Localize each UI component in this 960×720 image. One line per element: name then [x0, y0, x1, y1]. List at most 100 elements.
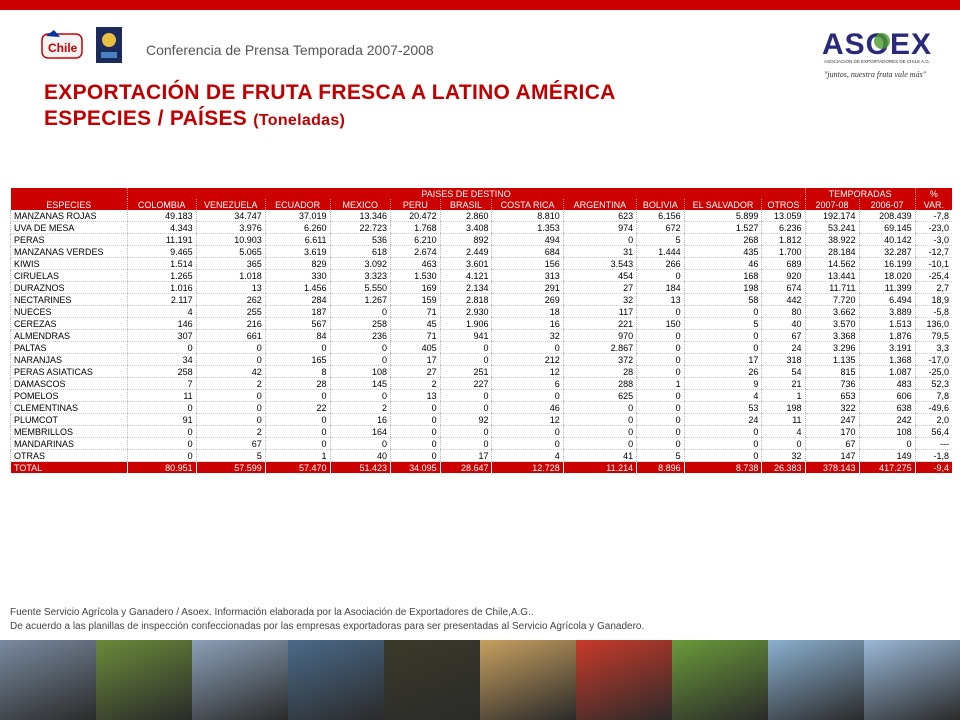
- value-cell: 1.768: [390, 221, 441, 234]
- value-cell: 71: [390, 329, 441, 342]
- value-cell: 57.470: [264, 461, 331, 474]
- photo-tile: [0, 640, 96, 720]
- table-row: DAMASCOS 7 2 28 145 2 227 6 288 1 9 21 736 483 52,3: [10, 377, 952, 390]
- value-cell: 284: [264, 293, 331, 306]
- value-cell: 3.368: [804, 329, 859, 342]
- value-cell: 0: [636, 305, 685, 318]
- species-cell: ALMENDRAS: [10, 329, 128, 342]
- value-cell: 1.087: [858, 365, 916, 378]
- value-cell: 2: [195, 377, 266, 390]
- value-cell: 212: [491, 353, 564, 366]
- value-cell: 653: [804, 389, 859, 402]
- value-cell: 1.514: [126, 257, 197, 270]
- table-row: MANDARINAS 0 67 0 0 0 0 0 0 0 0 0 67 0 ---: [10, 437, 952, 450]
- value-cell: 17: [683, 353, 762, 366]
- value-cell: 8: [264, 365, 331, 378]
- value-cell: 0: [636, 437, 685, 450]
- value-cell: 46: [683, 257, 762, 270]
- value-cell: 1.876: [858, 329, 916, 342]
- value-cell: 242: [858, 413, 916, 426]
- value-cell: 0: [683, 449, 762, 462]
- value-cell: 1.456: [264, 281, 331, 294]
- value-cell: 251: [439, 365, 492, 378]
- value-cell: 108: [329, 365, 391, 378]
- table-row: MEMBRILLOS 0 2 0 164 0 0 0 0 0 0 4 170 108 56,4: [10, 425, 952, 438]
- value-cell: 6.494: [858, 293, 916, 306]
- value-cell: 0: [636, 413, 685, 426]
- value-cell: 0: [329, 341, 391, 354]
- value-cell: 69.145: [858, 221, 916, 234]
- value-cell: -12,7: [914, 245, 952, 258]
- value-cell: 169: [390, 281, 441, 294]
- value-cell: 405: [390, 341, 441, 354]
- value-cell: 0: [562, 425, 637, 438]
- value-cell: 0: [636, 353, 685, 366]
- species-cell: PALTAS: [10, 341, 128, 354]
- value-cell: 67: [195, 437, 266, 450]
- value-cell: 34: [126, 353, 197, 366]
- value-cell: 168: [683, 269, 762, 282]
- value-cell: 32: [562, 293, 637, 306]
- value-cell: 0: [491, 425, 564, 438]
- value-cell: 0: [126, 341, 197, 354]
- value-cell: 435: [683, 245, 762, 258]
- value-cell: 2.674: [390, 245, 441, 258]
- value-cell: 829: [264, 257, 331, 270]
- value-cell: 0: [126, 449, 197, 462]
- value-cell: 16: [329, 413, 391, 426]
- title-line-2: ESPECIES / PAÍSES (Toneladas): [44, 106, 616, 134]
- title-line-1: EXPORTACIÓN DE FRUTA FRESCA A LATINO AMÉ…: [44, 81, 616, 104]
- species-cell: TOTAL: [10, 461, 128, 474]
- value-cell: 216: [195, 317, 266, 330]
- value-cell: 974: [562, 221, 637, 234]
- species-cell: CIRUELAS: [10, 269, 128, 282]
- value-cell: 330: [264, 269, 331, 282]
- table-row: PALTAS 0 0 0 0 405 0 0 2.867 0 0 24 3.296 3.191 3,3: [10, 341, 952, 354]
- value-cell: 417.275: [858, 461, 916, 474]
- value-cell: 378.143: [804, 461, 859, 474]
- value-cell: 4: [761, 425, 806, 438]
- value-cell: 1.267: [329, 293, 391, 306]
- column-header: BRASIL: [439, 199, 492, 210]
- value-cell: 7: [126, 377, 197, 390]
- value-cell: 0: [264, 413, 331, 426]
- value-cell: 0: [195, 353, 266, 366]
- value-cell: 288: [562, 377, 637, 390]
- value-cell: 11.711: [804, 281, 859, 294]
- value-cell: 0: [636, 389, 685, 402]
- header-pct-group: %: [914, 188, 952, 199]
- table-row: PERAS 11.191 10.903 6.611 536 6.210 892 494 0 5 26…: [10, 233, 952, 246]
- value-cell: 7,8: [914, 389, 952, 402]
- table-row: NECTARINES 2.117 262 284 1.267 159 2.818 269 32 1…: [10, 293, 952, 306]
- value-cell: 0: [562, 413, 637, 426]
- species-cell: POMELOS: [10, 389, 128, 402]
- title-especies-paises: ESPECIES / PAÍSES: [44, 107, 248, 130]
- value-cell: 22: [264, 401, 331, 414]
- value-cell: 37.019: [264, 210, 331, 222]
- value-cell: 483: [858, 377, 916, 390]
- footer-method: De acuerdo a las planillas de inspección…: [10, 621, 645, 632]
- value-cell: 31: [562, 245, 637, 258]
- table-row: POMELOS 11 0 0 0 13 0 0 625 0 4 1 653 606 7,8: [10, 389, 952, 402]
- value-cell: 227: [439, 377, 492, 390]
- value-cell: 2.867: [562, 341, 637, 354]
- value-cell: 1.353: [491, 221, 564, 234]
- value-cell: 1.513: [858, 317, 916, 330]
- value-cell: 6.260: [264, 221, 331, 234]
- value-cell: 12: [491, 365, 564, 378]
- value-cell: -23,0: [914, 221, 952, 234]
- value-cell: 8.738: [683, 461, 762, 474]
- value-cell: 0: [390, 437, 441, 450]
- table-row: CEREZAS 146 216 567 258 45 1.906 16 221 150 5 40 3.5…: [10, 317, 952, 330]
- table-row: CLEMENTINAS 0 0 22 2 0 0 46 0 0 53 198 322 638 -49,6: [10, 401, 952, 414]
- value-cell: 32.287: [858, 245, 916, 258]
- emblem-icon: [96, 27, 122, 63]
- total-row: TOTAL 80.951 57.599 57.470 51.423 34.095 28.64…: [10, 461, 952, 474]
- value-cell: 1.016: [126, 281, 197, 294]
- column-header: ECUADOR: [264, 199, 331, 210]
- species-cell: DURAZNOS: [10, 281, 128, 294]
- value-cell: 2: [329, 401, 391, 414]
- value-cell: 0: [491, 437, 564, 450]
- photo-tile: [864, 640, 960, 720]
- value-cell: 2,7: [914, 281, 952, 294]
